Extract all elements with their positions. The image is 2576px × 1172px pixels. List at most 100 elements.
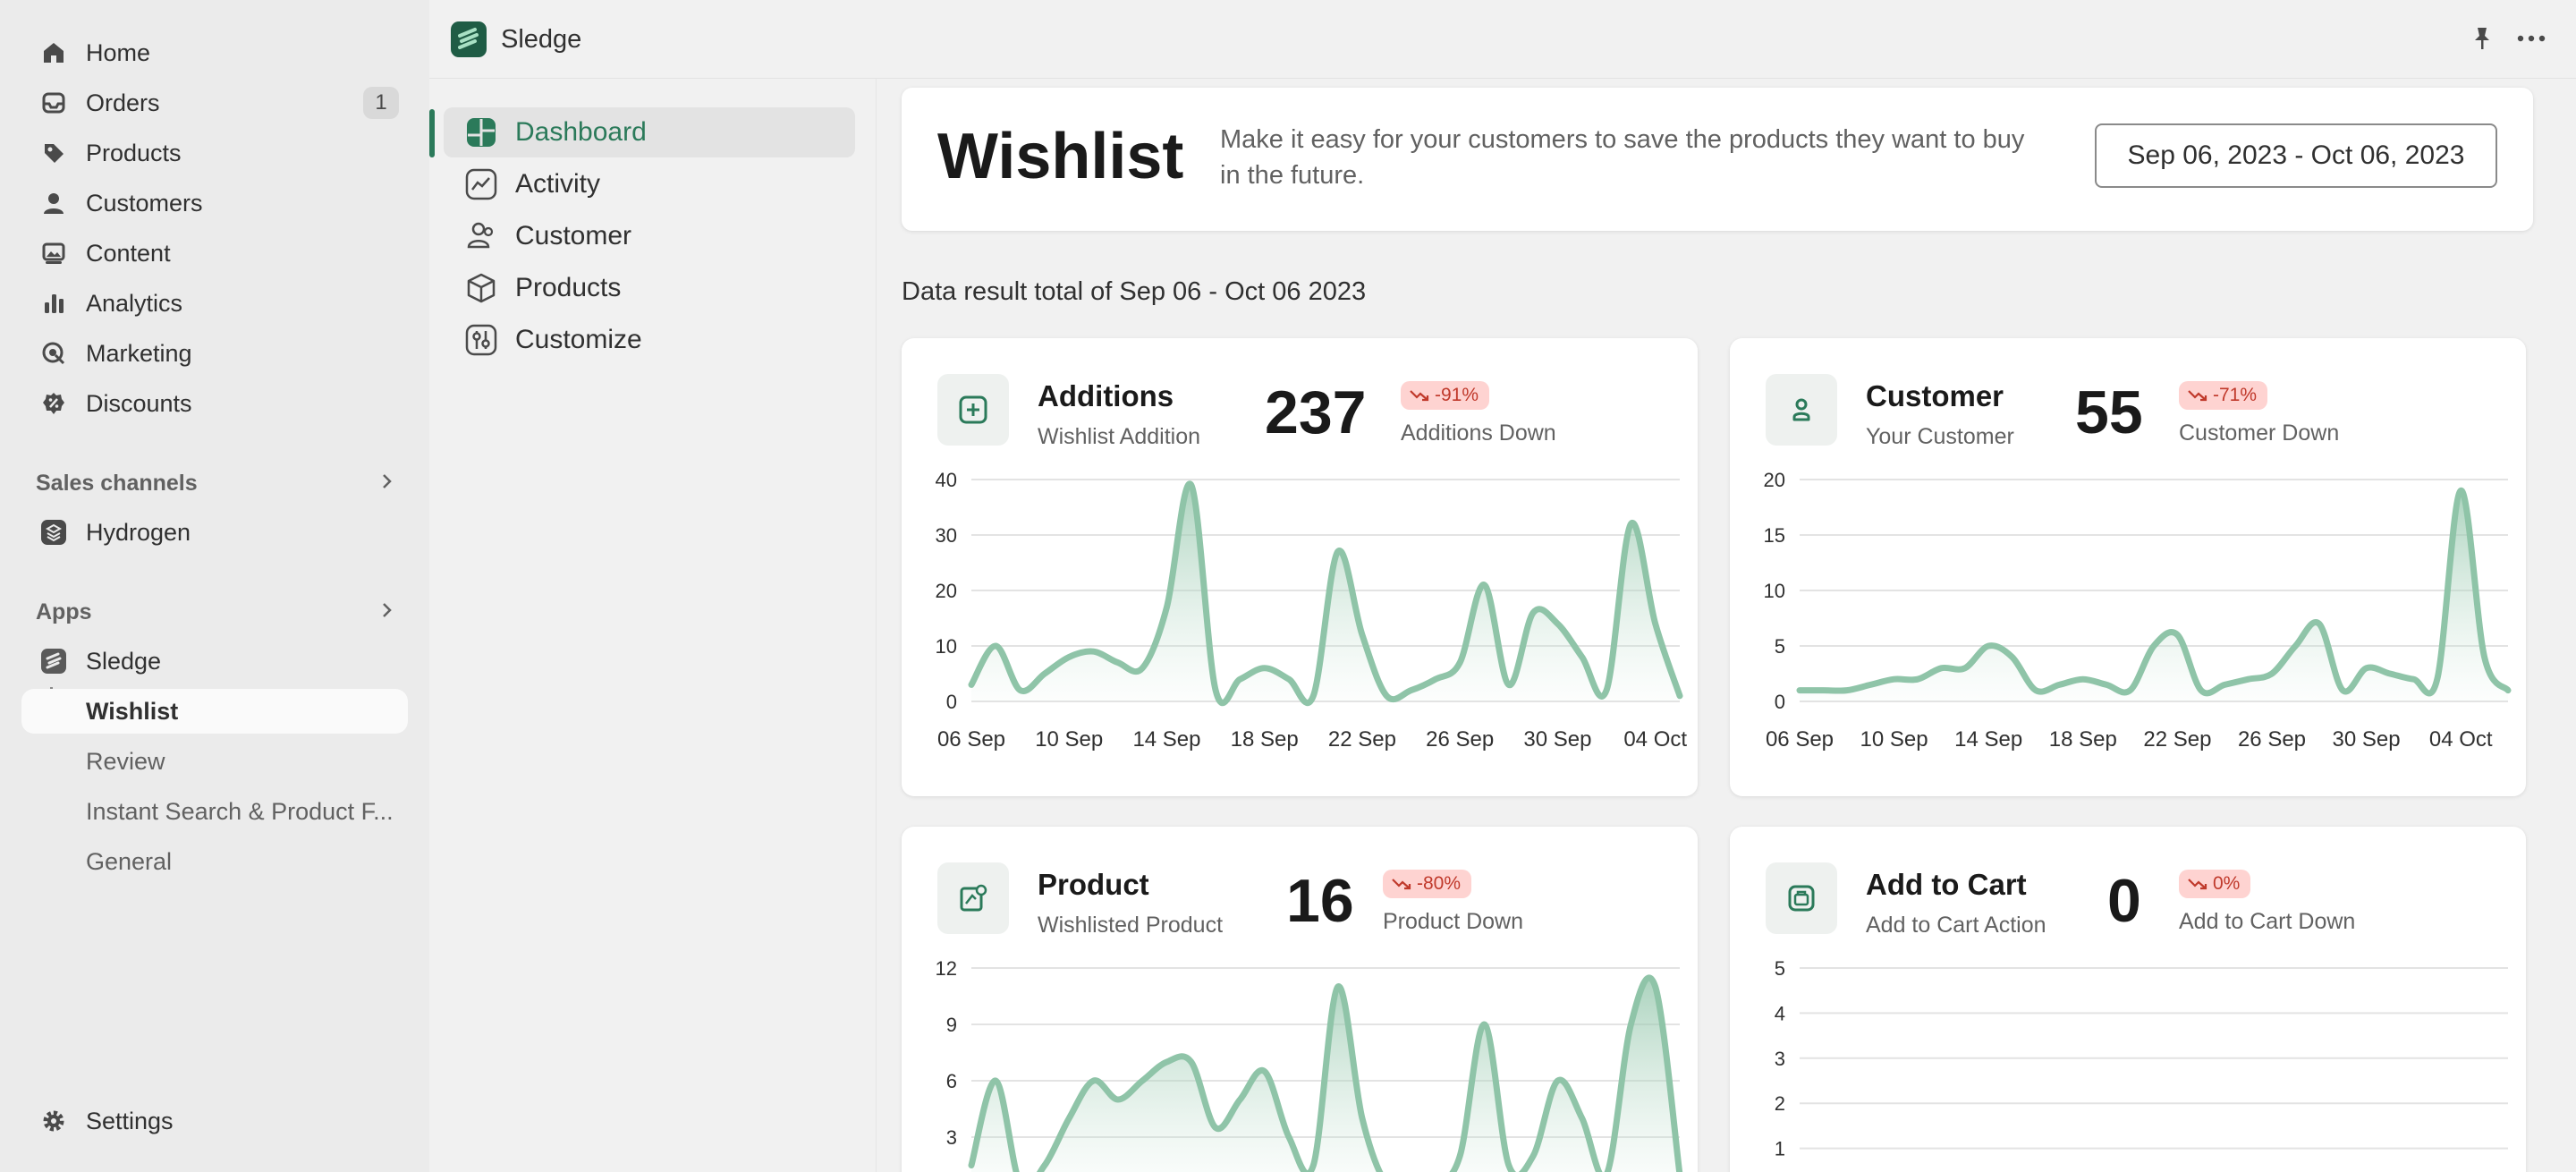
subnav-customer[interactable]: Customer <box>444 211 855 261</box>
app-topbar: Sledge <box>429 0 2576 79</box>
nav-orders[interactable]: Orders 1 <box>21 81 408 125</box>
date-range-picker[interactable]: Sep 06, 2023 - Oct 06, 2023 <box>2095 123 2497 188</box>
change-value: -71% <box>2213 385 2258 405</box>
person-icon <box>39 189 68 217</box>
card-value: 55 <box>2075 378 2143 446</box>
nav-products[interactable]: Products <box>21 131 408 175</box>
bar-chart-icon <box>39 289 68 318</box>
nav-hydrogen[interactable]: Hydrogen <box>21 510 408 555</box>
page-description: Make it easy for your customers to save … <box>1220 125 2025 190</box>
nav-hydrogen-label: Hydrogen <box>86 518 191 546</box>
y-tick-label: 40 <box>936 472 957 491</box>
subnav-customize[interactable]: Customize <box>444 315 855 365</box>
y-tick-label: 5 <box>1775 961 1785 980</box>
subnav-dashboard[interactable]: Dashboard <box>444 107 855 157</box>
y-tick-label: 30 <box>936 524 957 547</box>
discount-icon <box>39 389 68 418</box>
trend-down-icon <box>1392 879 1411 890</box>
product-chart: 3 6 9 12 <box>936 961 1683 1172</box>
result-summary: Data result total of Sep 06 - Oct 06 202… <box>902 277 1367 306</box>
x-tick-label: 22 Sep <box>2143 727 2211 752</box>
card-subtitle: Wishlisted Product <box>1038 913 1224 938</box>
page-title: Wishlist <box>937 121 1184 192</box>
y-tick-label: 15 <box>1764 524 1785 547</box>
nav-marketing[interactable]: Marketing <box>21 331 408 376</box>
x-tick-label: 10 Sep <box>1035 727 1103 752</box>
change-badge: -71% <box>2179 381 2268 410</box>
nav-sledge[interactable]: Sledge <box>21 639 408 684</box>
y-tick-label: 1 <box>1775 1138 1785 1160</box>
nav-customers[interactable]: Customers <box>21 181 408 225</box>
subnav-products[interactable]: Products <box>444 263 855 313</box>
dashboard-icon <box>467 118 496 147</box>
sliders-icon <box>465 324 497 356</box>
additions-card: Additions Wishlist Addition 237 -91% Add… <box>902 338 1698 796</box>
y-tick-label: 20 <box>1764 472 1785 491</box>
x-tick-label: 18 Sep <box>1231 727 1299 752</box>
sales-channels-title: Sales channels <box>36 471 198 496</box>
trend-down-icon <box>1410 390 1429 402</box>
nav-settings-label: Settings <box>86 1107 174 1134</box>
nav-discounts[interactable]: Discounts <box>21 381 408 426</box>
pin-icon[interactable] <box>2469 25 2496 52</box>
change-badge: -80% <box>1383 870 1472 898</box>
gear-icon <box>39 1107 68 1135</box>
series-line <box>968 480 1683 707</box>
product-icon <box>937 862 1009 934</box>
y-tick-label: 3 <box>946 1126 957 1149</box>
nav-review-label: Review <box>86 747 165 775</box>
add-to-cart-card: Add to Cart Add to Cart Action 0 0% Add … <box>1730 827 2526 1172</box>
card-title: Customer <box>1866 379 2004 412</box>
card-title: Add to Cart <box>1866 868 2027 901</box>
card-title: Additions <box>1038 379 1174 412</box>
nav-wishlist[interactable]: Wishlist <box>21 689 408 734</box>
change-value: 0% <box>2213 873 2241 894</box>
x-tick-label: 06 Sep <box>937 727 1005 752</box>
sales-channels-chevron-icon[interactable] <box>376 471 397 492</box>
x-tick-label: 22 Sep <box>1328 727 1396 752</box>
more-options-icon[interactable] <box>2515 25 2547 52</box>
nav-marketing-label: Marketing <box>86 339 192 367</box>
y-tick-label: 10 <box>936 635 957 658</box>
subnav-activity[interactable]: Activity <box>444 159 855 209</box>
y-tick-label: 0 <box>1775 691 1785 713</box>
inbox-icon <box>39 89 68 117</box>
x-tick-label: 14 Sep <box>1132 727 1200 752</box>
change-badge: 0% <box>2179 870 2251 898</box>
subnav-products-label: Products <box>515 273 622 302</box>
nav-home[interactable]: Home <box>21 30 408 75</box>
cart-icon <box>1766 862 1837 934</box>
hydrogen-icon <box>39 518 68 547</box>
subnav-customer-label: Customer <box>515 221 632 251</box>
nav-analytics[interactable]: Analytics <box>21 281 408 326</box>
trend-label: Product Down <box>1383 909 1524 934</box>
trend-label: Customer Down <box>2179 420 2340 446</box>
apps-chevron-icon[interactable] <box>376 599 397 621</box>
nav-analytics-label: Analytics <box>86 289 183 317</box>
app-name: Sledge <box>501 25 582 54</box>
x-tick-label: 10 Sep <box>1860 727 1928 752</box>
page-header-card: Wishlist Make it easy for your customers… <box>902 88 2533 231</box>
series-area <box>1800 490 2508 701</box>
nav-orders-label: Orders <box>86 89 160 116</box>
nav-instant-search[interactable]: Instant Search & Product F... <box>21 789 408 834</box>
trend-label: Additions Down <box>1401 420 1556 446</box>
dashboard-main: Wishlist Make it easy for your customers… <box>894 79 2576 1172</box>
activity-icon <box>465 168 497 200</box>
nav-review[interactable]: Review <box>21 739 408 784</box>
trend-label: Add to Cart Down <box>2179 909 2356 934</box>
app-sub-nav: Dashboard Activity Customer Products Cus… <box>429 79 877 1172</box>
y-tick-label: 2 <box>1775 1092 1785 1115</box>
apps-title: Apps <box>36 599 92 624</box>
x-tick-label: 30 Sep <box>1523 727 1591 752</box>
nav-content[interactable]: Content <box>21 231 408 276</box>
nav-settings[interactable]: Settings <box>21 1099 408 1143</box>
y-tick-label: 5 <box>1775 635 1785 658</box>
x-tick-label: 14 Sep <box>1954 727 2022 752</box>
card-title: Product <box>1038 868 1149 901</box>
nav-general[interactable]: General <box>21 839 408 884</box>
change-value: -91% <box>1435 385 1479 405</box>
sledge-icon <box>39 647 68 675</box>
nav-sledge-label: Sledge <box>86 647 162 675</box>
card-subtitle: Wishlist Addition <box>1038 424 1201 449</box>
